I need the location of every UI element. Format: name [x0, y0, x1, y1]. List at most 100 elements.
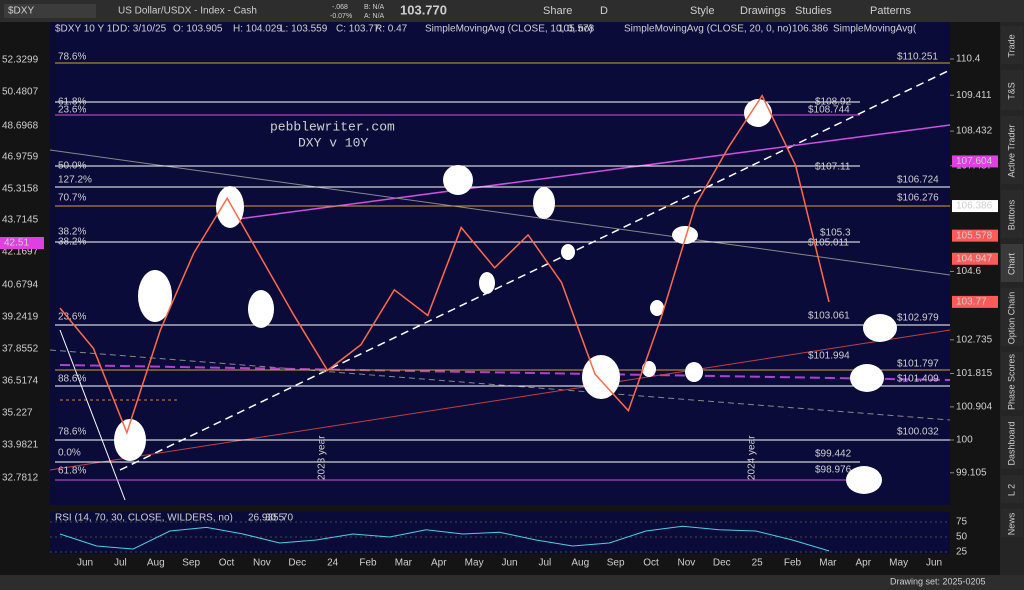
right-axis-label: 100.904 — [956, 402, 993, 413]
side-tab[interactable] — [1001, 190, 1023, 238]
x-tick-label: May — [889, 558, 908, 569]
fib-label: 88.6% — [58, 374, 86, 385]
study-header: L: 103.559 — [280, 24, 328, 35]
price-flag — [952, 252, 998, 265]
x-tick-label: Apr — [855, 558, 871, 569]
price-flag-label: 107.604 — [956, 156, 993, 167]
side-tab-label: Dashboard — [1006, 421, 1016, 465]
x-tick-label: 25 — [752, 558, 764, 569]
x-tick-label: Dec — [288, 558, 306, 569]
bid: B: N/A — [364, 4, 385, 11]
side-tab-label: L 2 — [1006, 484, 1016, 496]
toolbar-button[interactable]: D — [600, 5, 608, 17]
highlight — [582, 355, 620, 399]
status-bar — [0, 575, 1024, 590]
side-tab[interactable] — [1001, 26, 1023, 64]
fib-label: 38.2% — [58, 227, 86, 238]
left-axis-label: 39.2419 — [2, 312, 39, 323]
side-tab[interactable] — [1001, 70, 1023, 110]
fib-label: 78.6% — [58, 52, 86, 63]
change: -.068 — [332, 4, 348, 11]
x-tick-label: Aug — [571, 558, 589, 569]
watermark: DXY v 10Y — [298, 135, 368, 150]
side-tab[interactable] — [1001, 244, 1023, 282]
x-tick-label: Aug — [147, 558, 165, 569]
toolbar — [0, 0, 1024, 22]
symbol-box[interactable] — [4, 4, 96, 18]
toolbar-button[interactable]: Drawings — [740, 5, 786, 17]
fib-label: 23.6% — [58, 312, 86, 323]
trendline — [49, 329, 951, 471]
fib-label: 61.8% — [58, 97, 86, 108]
right-axis-label: 109.411 — [956, 90, 992, 101]
x-tick-label: Jul — [538, 558, 551, 569]
toolbar-button[interactable]: Patterns — [870, 5, 911, 17]
price-flag-label: 106.386 — [956, 201, 993, 212]
x-tick-label: Feb — [359, 558, 377, 569]
left-axis-label: 45.3158 — [2, 184, 39, 195]
fib-label: 0.0% — [58, 448, 81, 459]
price-flag — [952, 229, 998, 242]
fib-label: 127.2% — [58, 175, 92, 186]
toolbar-button[interactable]: Studies — [795, 5, 832, 17]
right-axis-label: 108.432 — [956, 126, 993, 137]
price-label: $103.061 — [808, 311, 850, 322]
left-axis-flag-label: 42.51 — [4, 238, 29, 249]
year-label: 2024 year — [747, 435, 758, 480]
toolbar-button[interactable]: Share — [543, 5, 572, 17]
rsi-tick-label: 50 — [956, 532, 968, 543]
price-label: $106.276 — [897, 193, 939, 204]
change-pct: -0.07% — [330, 13, 352, 20]
fib-label: 38.2% — [58, 237, 86, 248]
price-flag — [952, 155, 998, 168]
side-tab[interactable] — [1001, 509, 1023, 537]
price-label: $105.011 — [808, 238, 849, 249]
highlight — [650, 300, 664, 316]
price-label: $100.032 — [897, 427, 939, 438]
x-tick-label: Nov — [253, 558, 271, 569]
fib-label: 78.6% — [58, 427, 86, 438]
price-label: $107.11 — [815, 162, 851, 173]
price-flag-label: 104.947 — [956, 253, 993, 264]
side-tab[interactable] — [1001, 352, 1023, 410]
highlight — [114, 419, 146, 461]
side-tab[interactable] — [1001, 288, 1023, 346]
right-axis-label: 100 — [956, 435, 973, 446]
highlight — [642, 361, 656, 377]
left-axis-flag — [0, 237, 44, 249]
highlight — [685, 362, 703, 382]
price-label: $98.976 — [815, 465, 852, 476]
price-flag — [952, 295, 998, 308]
side-tab[interactable] — [1001, 116, 1023, 184]
left-axis-label: 36.5174 — [2, 376, 39, 387]
right-axis-label: 110.4 — [956, 54, 981, 65]
highlight — [744, 99, 772, 127]
price-flag-label: 105.578 — [956, 230, 993, 241]
right-axis-label: 102.735 — [956, 334, 993, 345]
highlight — [479, 272, 495, 294]
price-label: $106.724 — [897, 175, 939, 186]
study-header: 106.386 — [792, 24, 829, 35]
trendline — [59, 364, 951, 381]
side-tab[interactable] — [1001, 475, 1023, 503]
side-tab-label: T&S — [1006, 82, 1016, 100]
side-tab-label: Active Trader — [1006, 124, 1016, 177]
watermark: pebblewriter.com — [270, 119, 395, 134]
trendline — [59, 329, 126, 501]
price-label: $108.744 — [808, 105, 850, 116]
x-tick-label: Jul — [114, 558, 127, 569]
left-axis-label: 46.9759 — [2, 152, 39, 163]
side-tab[interactable] — [1001, 416, 1023, 469]
trendline — [119, 69, 951, 471]
trendline — [229, 124, 951, 221]
x-tick-label: 24 — [327, 558, 339, 569]
study-header: D: 3/10/25 — [120, 24, 167, 35]
side-tab-label: Chart — [1006, 253, 1016, 276]
trendline — [49, 349, 951, 421]
price-label: $101.409 — [897, 374, 939, 385]
left-axis-label: 48.6968 — [2, 121, 39, 132]
x-tick-label: Apr — [431, 558, 447, 569]
toolbar-button[interactable]: Style — [690, 5, 714, 17]
left-axis-label: 43.7145 — [2, 215, 39, 226]
